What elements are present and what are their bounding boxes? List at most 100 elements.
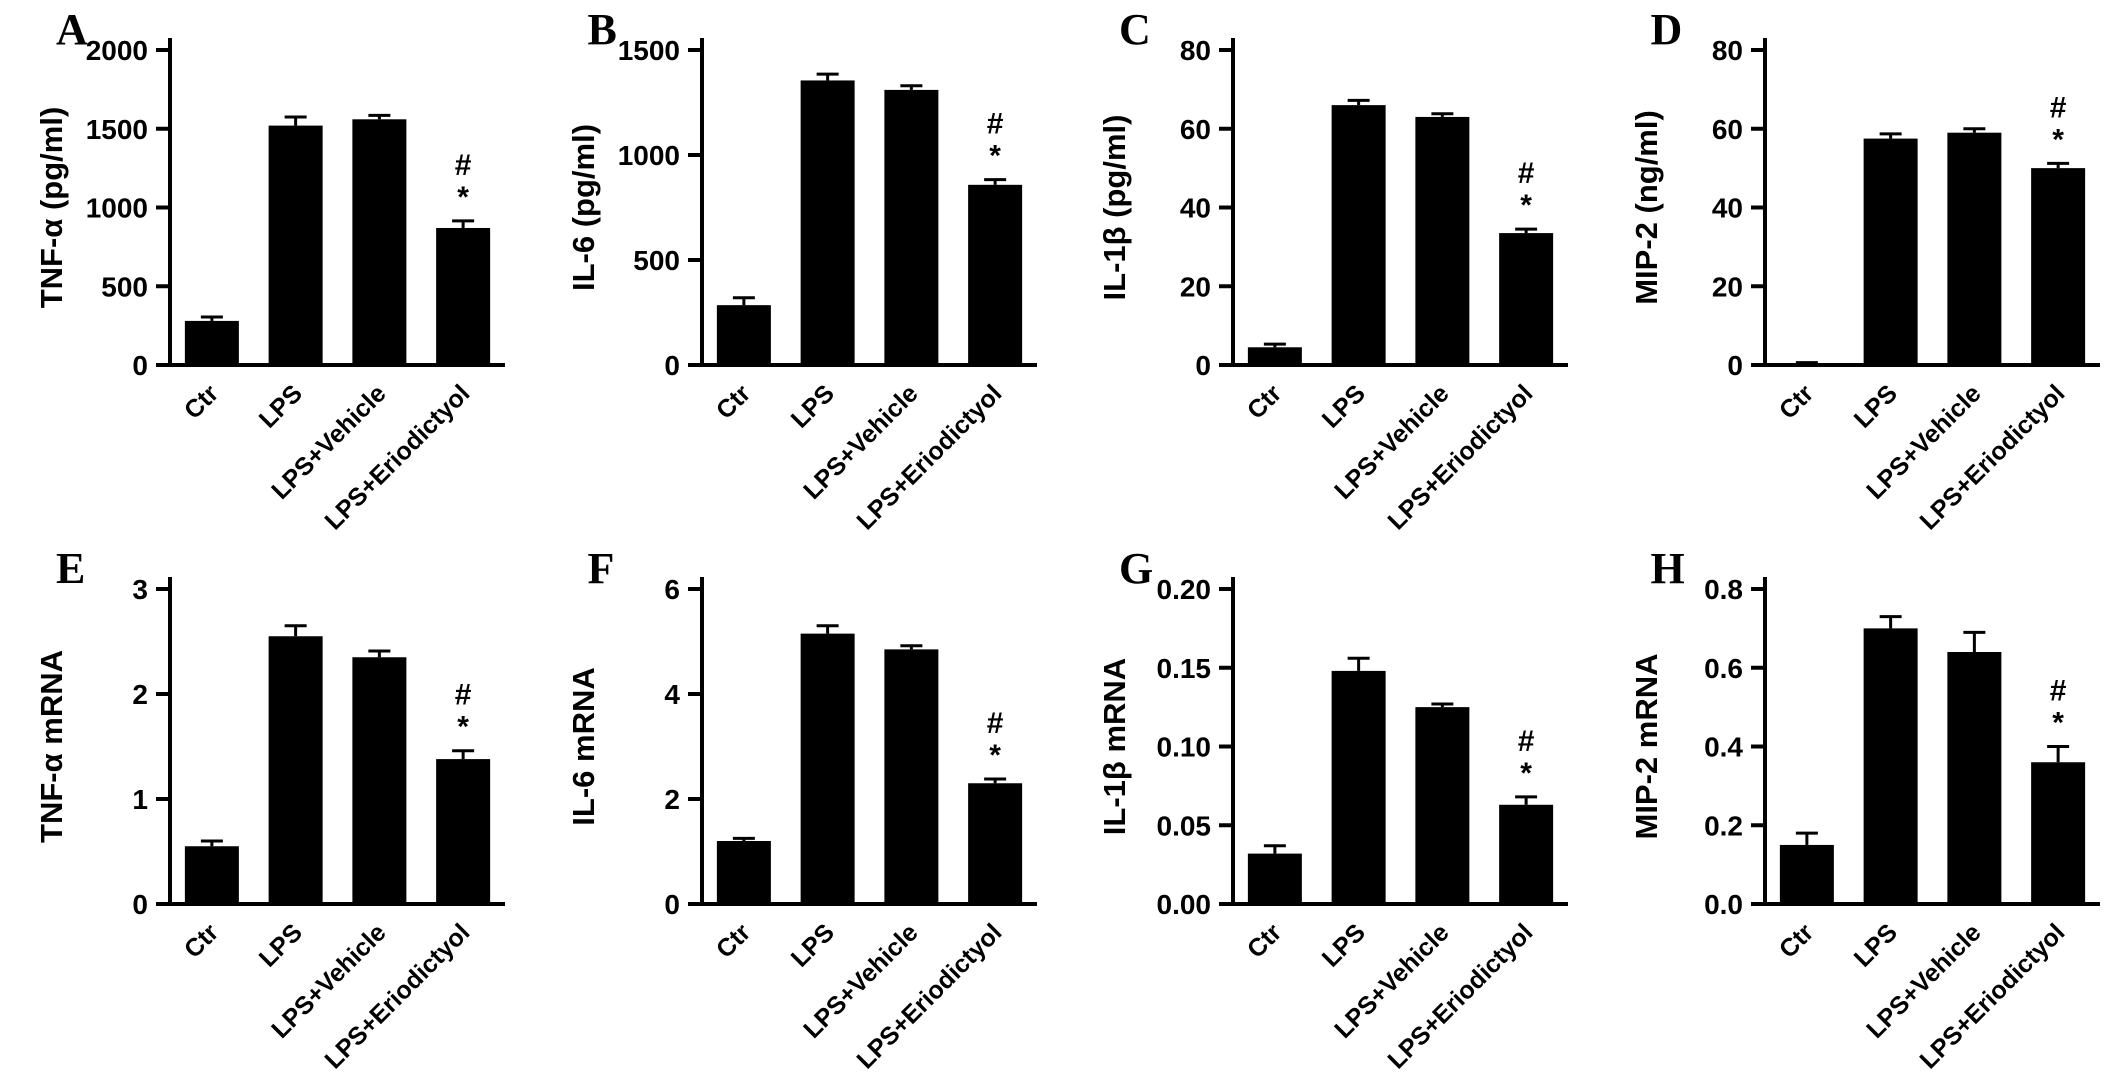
y-tick-label: 2 [132,679,148,710]
bar [800,633,855,904]
bar [1946,132,2001,365]
bar [1863,138,1918,365]
significance-star: * [989,140,1001,173]
y-tick-label: 0 [664,889,680,920]
y-tick-label: 40 [1711,193,1742,224]
y-tick-label: 1 [132,784,148,815]
panel-letter-h: H [1650,543,1685,593]
y-tick-label: 20 [1711,271,1742,302]
panel-d: D 0 20 40 60 80 MIP-2 (ng/ml) Ctr LPS LPS+Vehicl… [1595,0,2126,539]
panel-letter-d: D [1650,5,1683,54]
x-category-label: Ctr [1773,379,1819,425]
x-category-label: LPS [254,918,308,972]
y-axis-label: TNF-α (pg/ml) [34,107,69,309]
y-tick-label: 0.4 [1704,731,1743,762]
panel-letter-c: C [1119,5,1151,54]
bar [1415,116,1470,365]
bar [1247,347,1302,365]
significance-hash: # [1518,724,1535,757]
panel-g: G 0.00 0.05 0.10 0.15 0.20 IL-1β mRNA Ctr LPS LP… [1063,539,1595,1077]
y-tick-label: 80 [1180,35,1211,66]
y-tick-label: 40 [1180,193,1211,224]
bar [967,782,1022,904]
bar [1779,363,1834,365]
x-category-label: LPS+Eriodictyol [320,918,476,1074]
x-category-label: LPS [1317,918,1371,972]
bar [1499,233,1554,365]
significance-star: * [1520,756,1532,789]
x-category-label: Ctr [710,379,756,425]
x-category-label: LPS+Eriodictyol [1914,918,2070,1074]
x-category-label: LPS [1848,918,1902,972]
y-tick-label: 2 [664,784,680,815]
y-tick-label: 3 [132,574,148,605]
x-category-label: Ctr [1242,918,1288,964]
bar [1946,651,2001,904]
x-category-label: LPS+Eriodictyol [851,379,1007,535]
significance-hash: # [455,149,472,182]
x-category-label: LPS [785,918,839,972]
y-tick-label: 1000 [86,193,148,224]
panel-e: E 0 1 2 3 TNF-α mRNA Ctr LPS LPS+Vehicle LPS+Eri… [0,539,532,1077]
significance-star: * [989,739,1001,772]
panel-letter-g: G [1119,543,1154,593]
y-tick-label: 20 [1180,271,1211,302]
x-category-label: LPS+Eriodictyol [1914,379,2070,535]
bar [1331,105,1386,365]
y-tick-label: 0.0 [1704,889,1743,920]
y-tick-label: 0.6 [1704,652,1743,683]
significance-star: * [457,181,469,214]
x-category-label: LPS [785,379,839,433]
significance-star: * [2052,706,2064,739]
bar [1415,706,1470,904]
bar [967,184,1022,365]
bar [1863,627,1918,904]
y-tick-label: 1500 [86,114,148,145]
x-category-label: Ctr [179,918,225,964]
bar [2030,168,2085,365]
panel-c: C 0 20 40 60 80 IL-1β (pg/ml) Ctr LPS LPS+Vehicl… [1063,0,1595,539]
bar [1499,804,1554,904]
significance-star: * [2052,123,2064,156]
y-tick-label: 0 [132,350,148,381]
y-axis-label: IL-6 mRNA [566,667,601,825]
y-tick-label: 0.2 [1704,810,1743,841]
y-axis-label: IL-6 (pg/ml) [566,124,601,291]
x-category-label: Ctr [179,379,225,425]
bar [268,125,323,365]
significance-hash: # [2049,674,2066,707]
bar [184,845,239,904]
panel-h: H 0.0 0.2 0.4 0.6 0.8 MIP-2 mRNA Ctr LPS LPS+Veh… [1595,539,2126,1077]
significance-star: * [1520,189,1532,222]
y-tick-label: 60 [1180,114,1211,145]
x-category-label: LPS [1848,379,1902,433]
panel-f: F 0 2 4 6 IL-6 mRNA Ctr LPS LPS+Vehicle LPS+Erio… [532,539,1064,1077]
x-category-label: LPS+Eriodictyol [1383,379,1539,535]
bar [352,119,407,365]
bar [2030,761,2085,904]
y-tick-label: 500 [101,271,148,302]
significance-hash: # [1518,157,1535,190]
bar-chart-il1beta-mrna: 0.00 0.05 0.10 0.15 0.20 IL-1β mRNA Ctr LPSLPS+… [1097,574,1568,1074]
y-tick-label: 0.8 [1704,574,1743,605]
y-tick-label: 60 [1711,114,1742,145]
significance-star: * [457,710,469,743]
y-tick-label: 80 [1711,35,1742,66]
y-axis-label: IL-1β mRNA [1097,657,1132,834]
y-axis-label: MIP-2 mRNA [1629,653,1664,839]
y-tick-label: 0.10 [1157,731,1212,762]
x-category-label: LPS+Eriodictyol [1383,918,1539,1074]
x-category-label: Ctr [1242,379,1288,425]
bar [1779,844,1834,904]
bar [883,648,938,904]
bar [883,89,938,366]
significance-hash: # [986,707,1003,740]
y-tick-label: 0 [664,350,680,381]
bar [716,840,771,904]
y-tick-label: 0 [1195,350,1211,381]
